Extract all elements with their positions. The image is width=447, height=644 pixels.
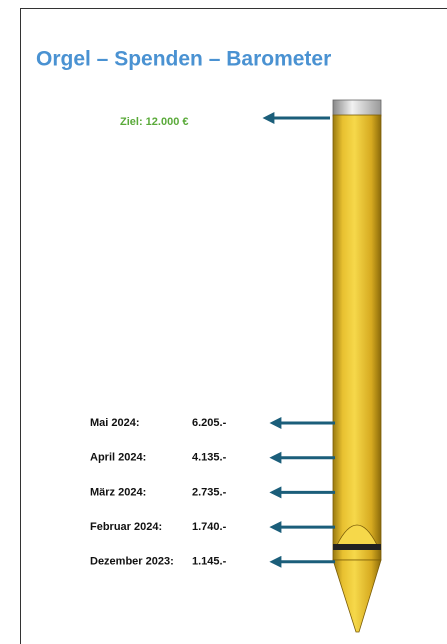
- entry-date: Februar 2024:: [90, 521, 162, 533]
- page: Orgel – Spenden – Barometer Ziel: 12.000…: [0, 0, 447, 644]
- entry-amount: 6.205.-: [192, 417, 227, 429]
- entries: Mai 2024: 6.205.- April 2024: 4.135.- März 2…: [90, 417, 335, 568]
- entry-date: März 2024:: [90, 486, 146, 498]
- entry-date: April 2024:: [90, 452, 146, 464]
- entry-amount: 4.135.-: [192, 452, 227, 464]
- entry-amount: 1.145.-: [192, 556, 227, 568]
- barometer: Orgel – Spenden – Barometer Ziel: 12.000…: [0, 0, 447, 644]
- entry-date: Dezember 2023:: [90, 556, 174, 568]
- entry-amount: 1.740.-: [192, 521, 227, 533]
- pipe: [333, 100, 381, 632]
- entry-amount: 2.735.-: [192, 486, 227, 498]
- goal: Ziel: 12.000 €: [120, 116, 189, 128]
- entry-date: Mai 2024:: [90, 417, 140, 429]
- title: Orgel – Spenden – Barometer: [36, 48, 331, 71]
- frame: [21, 9, 447, 644]
